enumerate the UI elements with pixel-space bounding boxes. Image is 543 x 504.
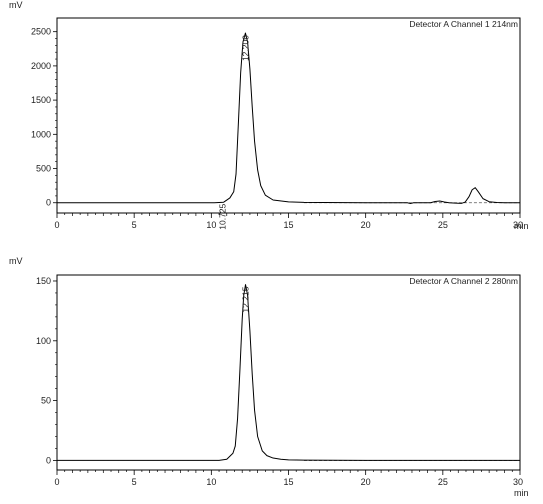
x-tick-label: 15: [283, 477, 293, 487]
detector-label: Detector A Channel 2 280nm: [409, 276, 518, 286]
x-unit-label: min: [514, 221, 529, 231]
y-tick-label: 100: [36, 336, 51, 346]
y-tick-label: 150: [36, 276, 51, 286]
x-tick-label: 0: [54, 220, 59, 230]
peak-label: 10.725: [218, 203, 228, 229]
y-tick-label: 1500: [31, 95, 51, 105]
x-tick-label: 20: [361, 220, 371, 230]
plot-frame: [56, 17, 521, 214]
x-tick-label: 0: [54, 477, 59, 487]
y-tick-label: 500: [36, 164, 51, 174]
x-tick-label: 5: [132, 220, 137, 230]
chromatogram-panel-channel-1: mV min Detector A Channel 1 214nm 0 5 10 15…: [9, 0, 529, 231]
x-tick-label: 30: [513, 477, 523, 487]
x-tick-label: 30: [513, 220, 523, 230]
y-tick-label: 0: [46, 198, 51, 208]
y-tick-label: 0: [46, 455, 51, 465]
x-unit-label: min: [514, 488, 529, 498]
plot-frame: [56, 274, 521, 471]
detector-label: Detector A Channel 1 214nm: [409, 19, 518, 29]
chromatogram-trace: [57, 284, 520, 461]
chromatogram-trace: [57, 32, 520, 205]
peak-label: 12.209: [240, 35, 250, 61]
y-tick-label: 2500: [31, 27, 51, 37]
y-tick-label: 2000: [31, 61, 51, 71]
x-tick-label: 10: [206, 220, 216, 230]
x-tick-label: 5: [132, 477, 137, 487]
y-unit-label: mV: [9, 256, 23, 266]
x-tick-label: 10: [206, 477, 216, 487]
x-tick-label: 25: [438, 477, 448, 487]
x-tick-label: 20: [361, 477, 371, 487]
x-tick-label: 25: [438, 220, 448, 230]
y-unit-label: mV: [9, 0, 23, 10]
y-tick-label: 1000: [31, 129, 51, 139]
x-tick-label: 15: [283, 220, 293, 230]
chromatogram-panel-channel-2: mV min Detector A Channel 2 280nm 0 5 10 15…: [9, 256, 529, 498]
y-tick-label: 50: [41, 396, 51, 406]
peak-label: 12.215: [241, 286, 251, 312]
